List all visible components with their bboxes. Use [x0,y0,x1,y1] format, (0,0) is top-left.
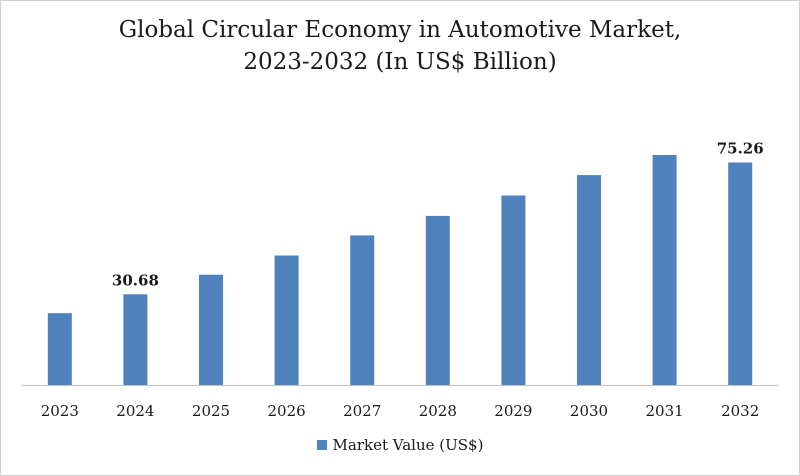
x-tick-label-2032: 2032 [721,402,759,420]
chart-title: Global Circular Economy in Automotive Ma… [0,14,800,78]
x-tick-label-2026: 2026 [268,402,306,420]
x-tick-label-2028: 2028 [419,402,457,420]
chart-title-line-1: Global Circular Economy in Automotive Ma… [118,17,682,43]
bar-2029 [501,195,526,385]
chart-title-line-2: 2023-2032 (In US$ Billion) [243,49,557,75]
x-tick-label-2025: 2025 [192,402,230,420]
legend-label: Market Value (US$) [332,436,484,454]
legend-swatch [316,440,327,450]
bar-2024 [123,294,148,385]
bar-2026 [274,255,299,385]
x-tick-label-2027: 2027 [343,402,381,420]
x-tick-label-2023: 2023 [41,402,79,420]
bar-2031 [652,155,677,385]
x-tick-label-2031: 2031 [646,402,684,420]
data-label-2032: 75.26 [717,140,764,158]
x-tick-label-2024: 2024 [116,402,154,420]
bar-2028 [425,215,450,385]
legend: Market Value (US$) [0,436,800,454]
bar-2023 [47,313,72,385]
bar-2025 [199,274,223,385]
bar-2030 [577,175,601,385]
x-tick-label-2030: 2030 [570,402,608,420]
bar-2032 [728,162,753,385]
data-label-2024: 30.68 [112,271,159,289]
bar-2027 [350,235,375,385]
x-tick-label-2029: 2029 [494,402,532,420]
